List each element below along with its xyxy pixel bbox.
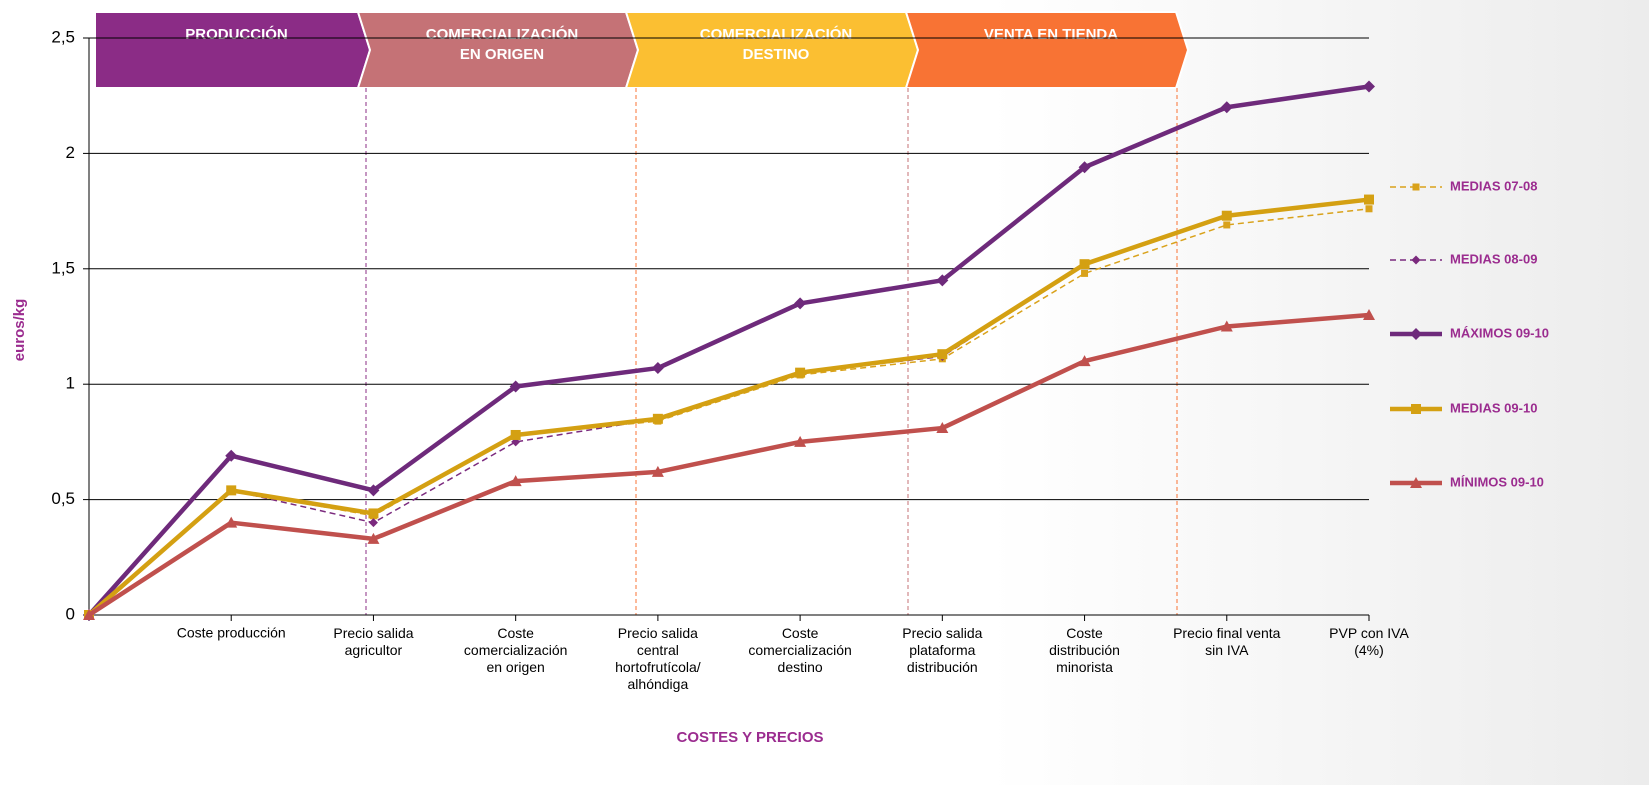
point (795, 367, 806, 378)
series-line (87, 312, 1370, 617)
point (509, 380, 522, 393)
point (794, 435, 807, 447)
point (1363, 80, 1375, 93)
point (368, 518, 378, 528)
point (226, 485, 237, 496)
point (367, 484, 380, 497)
point (651, 465, 664, 477)
point (1364, 194, 1374, 205)
point (225, 516, 238, 528)
stage-label: VENTA EN TIENDA (984, 26, 1118, 43)
legend-label: MÍNIMOS 09-10 (1450, 474, 1544, 489)
point (937, 349, 948, 360)
y-tick-label: 1,5 (51, 258, 75, 277)
y-axis-title: euros/kg (11, 299, 28, 362)
legend-marker (1410, 328, 1422, 340)
y-tick-label: 2 (66, 143, 75, 162)
point (1078, 161, 1091, 174)
x-axis-title: COSTES Y PRECIOS (677, 729, 824, 746)
point (83, 609, 95, 620)
y-tick-label: 0 (66, 604, 75, 623)
point (510, 429, 521, 440)
x-tick-label: Precio salida plataforma distribución (902, 625, 982, 675)
point (225, 449, 238, 462)
x-tick-label: Coste distribución minorista (1049, 625, 1120, 675)
point (794, 297, 807, 310)
stage-label: PRODUCCIÓN (185, 25, 288, 43)
point (368, 508, 379, 519)
y-tick-label: 0,5 (51, 489, 75, 508)
point (1223, 221, 1231, 229)
x-tick-label: Precio final venta sin IVA (1173, 625, 1281, 658)
point (1078, 355, 1091, 367)
y-tick-label: 2,5 (51, 27, 75, 46)
legend-label: MÁXIMOS 09-10 (1450, 325, 1549, 340)
x-tick-label: PVP con IVA (4%) (1329, 625, 1409, 658)
point (651, 362, 664, 375)
point (936, 422, 949, 434)
stage-banner (904, 11, 1190, 89)
point (367, 532, 380, 544)
point (1220, 320, 1233, 332)
series (83, 308, 1375, 620)
legend-label: MEDIAS 09-10 (1450, 400, 1537, 415)
x-tick-label: Coste comercialización destino (748, 625, 851, 675)
legend-marker (1412, 183, 1420, 191)
point (1081, 269, 1089, 277)
point (1363, 308, 1375, 320)
series-line (87, 84, 1370, 617)
point (1079, 259, 1090, 270)
point (1220, 101, 1233, 114)
legend-label: MEDIAS 07-08 (1450, 178, 1537, 193)
legend-label: MEDIAS 08-09 (1450, 251, 1537, 266)
point (652, 413, 663, 424)
y-tick-label: 1 (66, 374, 75, 393)
legend-marker (1411, 255, 1421, 265)
point (1221, 210, 1232, 221)
legend-marker (1411, 404, 1421, 414)
point (1365, 205, 1373, 213)
stage-banner (94, 11, 372, 89)
x-tick-label: Coste comercialización en origen (464, 625, 567, 675)
legend-marker (1410, 477, 1422, 488)
x-tick-label: Precio salida central hortofrutícola/alhón… (615, 625, 701, 692)
series-line (87, 197, 1370, 617)
x-tick-label: Coste producción (177, 625, 286, 641)
series-line (88, 198, 1370, 616)
x-tick-label: Precio salida agricultor (333, 625, 413, 658)
point (509, 475, 522, 487)
point (936, 274, 949, 287)
